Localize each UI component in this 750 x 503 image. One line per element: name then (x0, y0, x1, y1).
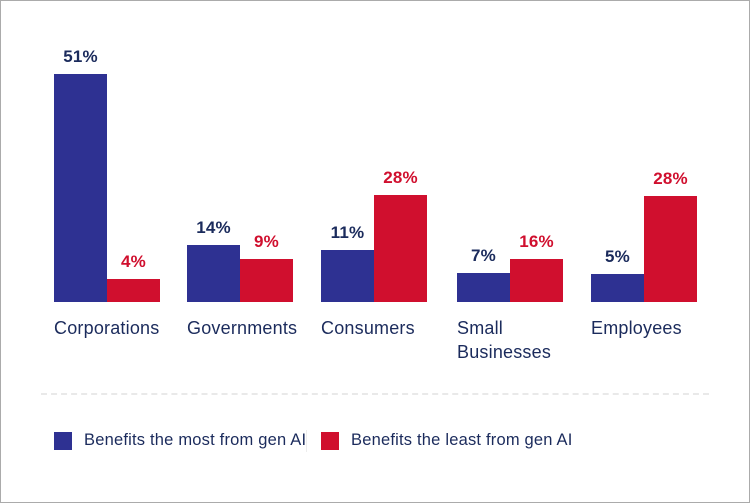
bar-small-businesses-most (457, 273, 510, 302)
bar-consumers-least (374, 195, 427, 302)
legend-divider (41, 393, 709, 395)
category-label-small-businesses: Small Businesses (457, 318, 552, 362)
legend-separator (306, 430, 307, 452)
bar-governments-most (187, 245, 240, 302)
legend-item-most: Benefits the most from gen AI (54, 431, 306, 450)
category-label-governments: Governments (187, 318, 298, 338)
value-label-small-businesses-least: 16% (519, 232, 554, 251)
value-label-corporations-most: 51% (63, 47, 98, 66)
value-label-consumers-least: 28% (383, 168, 418, 187)
legend-item-least: Benefits the least from gen AI (321, 431, 573, 450)
bar-employees-most (591, 274, 644, 302)
bar-corporations-least (107, 279, 160, 302)
category-label-consumers: Consumers (321, 318, 415, 338)
value-label-consumers-most: 11% (330, 223, 365, 242)
category-label-corporations: Corporations (54, 318, 160, 338)
bar-consumers-most (321, 250, 374, 302)
bar-small-businesses-least (510, 259, 563, 302)
value-label-employees-least: 28% (653, 169, 688, 188)
legend-swatch-least (321, 431, 339, 450)
bar-corporations-most (54, 74, 107, 302)
value-label-small-businesses-most: 7% (471, 246, 496, 265)
legend-swatch-most (54, 431, 72, 450)
value-label-corporations-least: 4% (121, 252, 146, 271)
bar-employees-least (644, 196, 697, 302)
value-label-employees-most: 5% (605, 247, 630, 266)
legend-label-least: Benefits the least from gen AI (351, 431, 573, 449)
value-label-governments-least: 9% (254, 232, 279, 251)
value-label-governments-most: 14% (196, 218, 231, 237)
category-label-employees: Employees (591, 318, 682, 338)
bar-governments-least (240, 259, 293, 302)
legend-label-most: Benefits the most from gen AI (84, 431, 307, 449)
